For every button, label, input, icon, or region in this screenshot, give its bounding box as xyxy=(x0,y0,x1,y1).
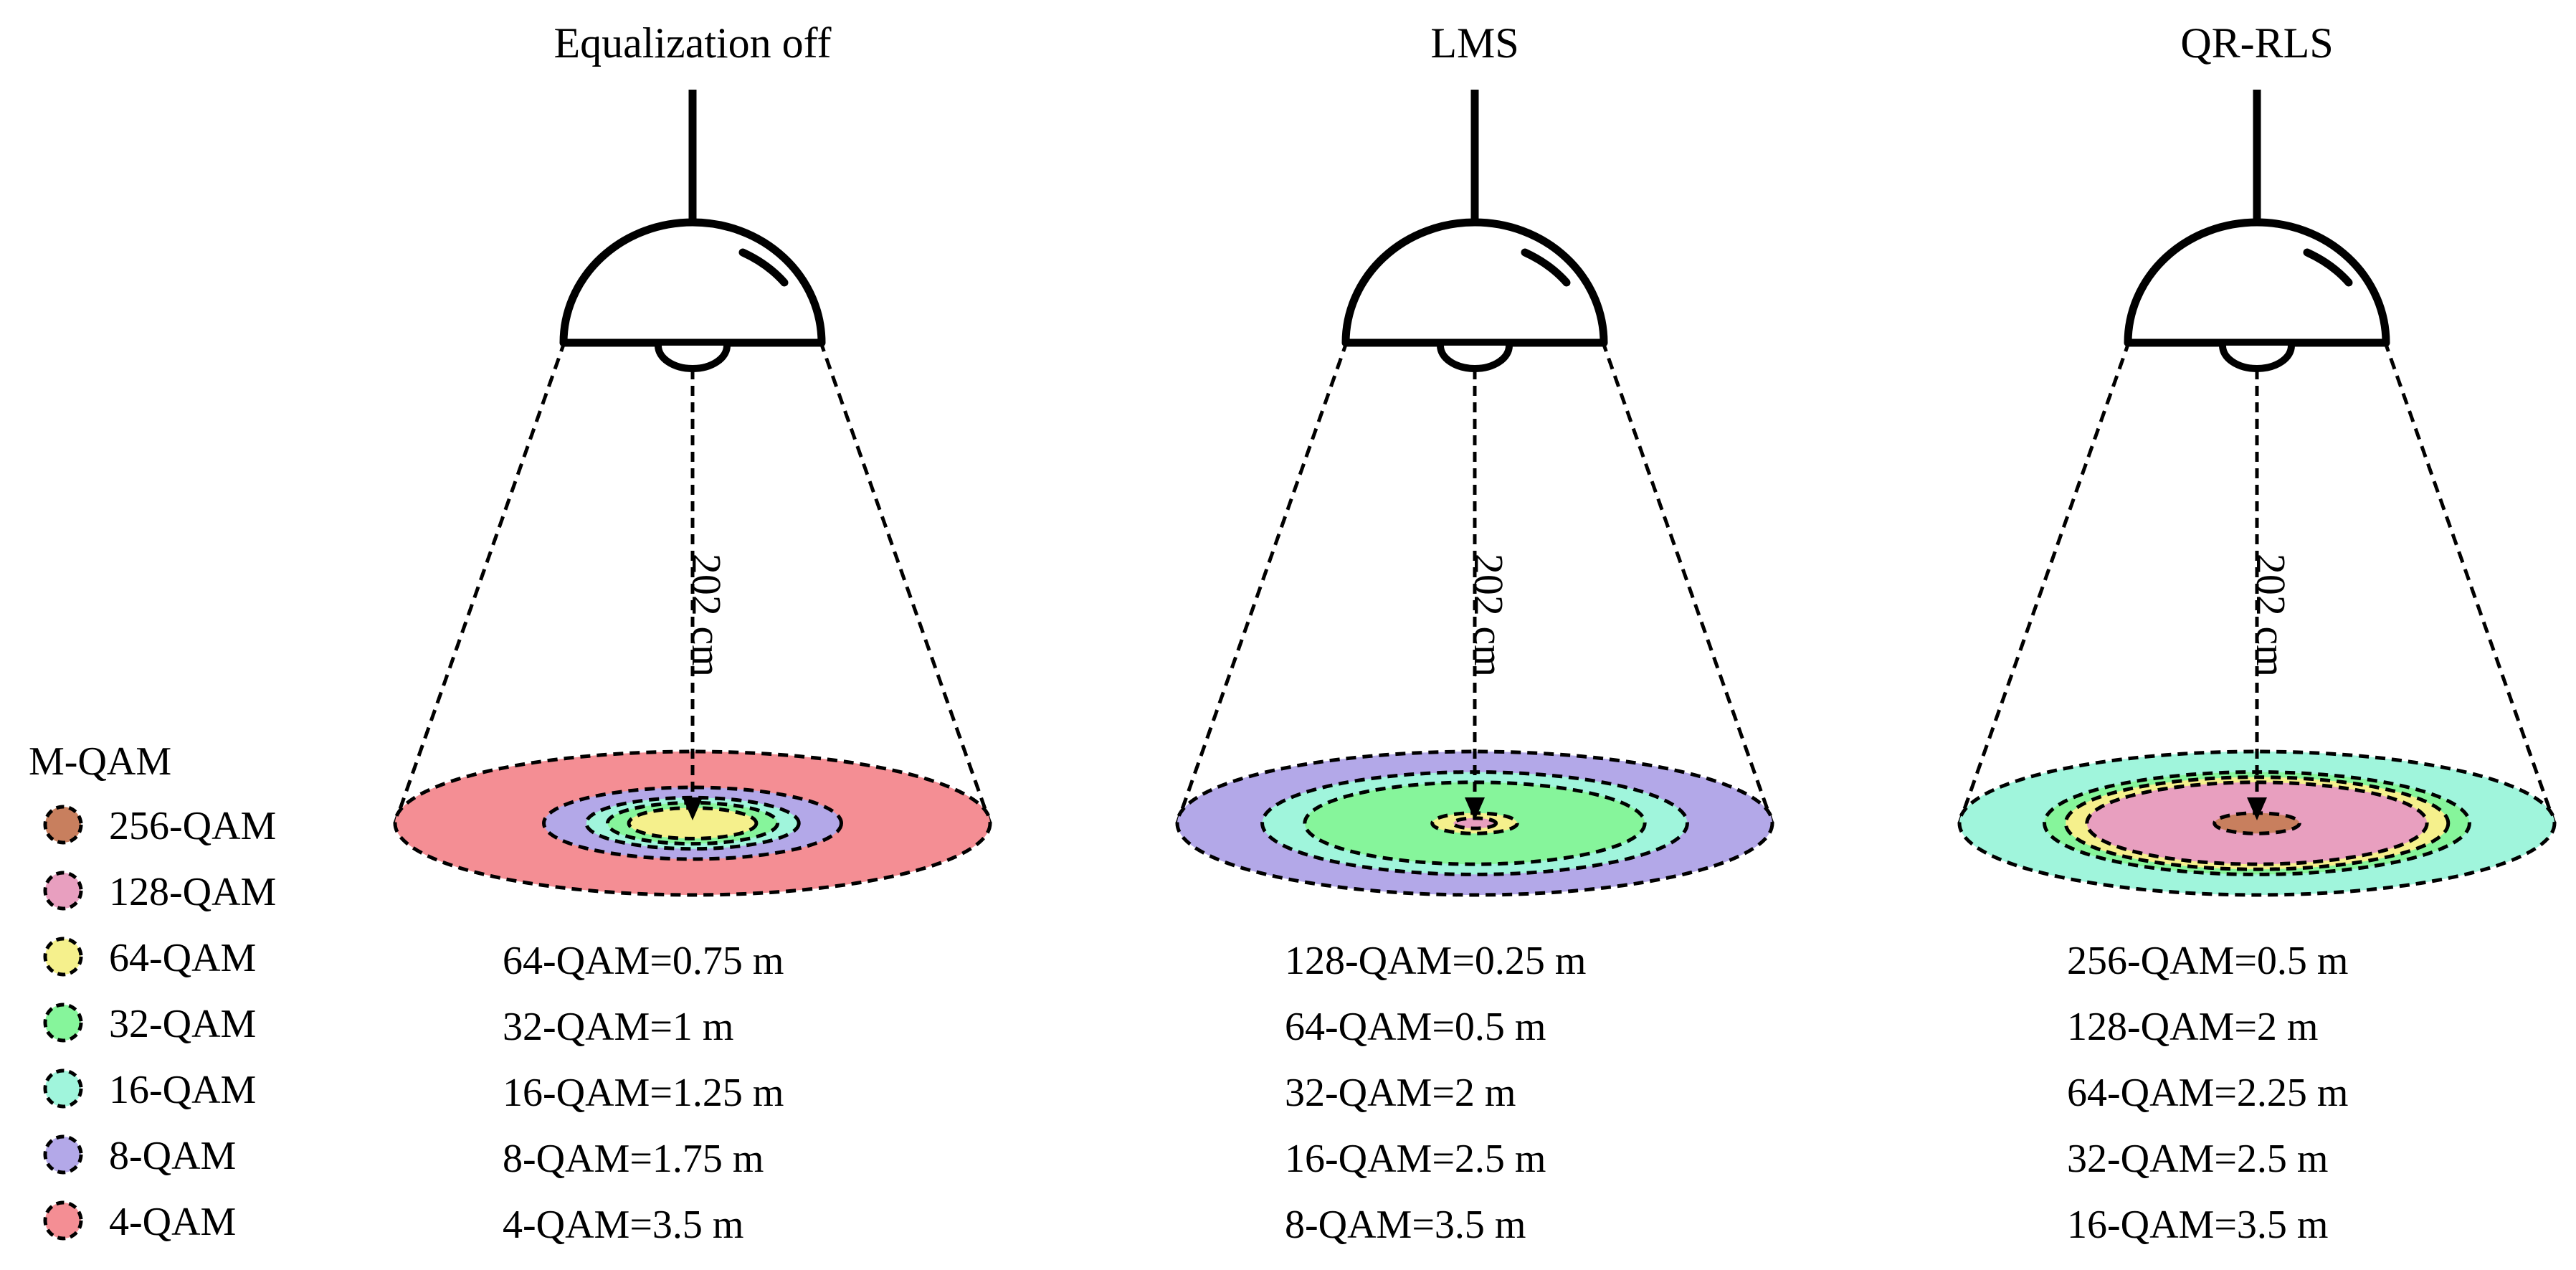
legend-label: 256-QAM xyxy=(109,804,276,848)
legend-swatch-8-qam xyxy=(43,1134,83,1175)
legend-label: 8-QAM xyxy=(109,1134,236,1178)
coverage-result: 16-QAM=3.5 m xyxy=(2067,1203,2328,1247)
light-cone-right-edge xyxy=(2382,340,2557,824)
legend: M-QAM 256-QAM 128-QAM 64-QAM 32-QAM 16-QAM 8-Q… xyxy=(29,739,276,1244)
legend-label: 32-QAM xyxy=(109,1002,256,1046)
light-cone-left-edge xyxy=(1175,340,1349,824)
legend-swatch-32-qam xyxy=(43,1003,83,1043)
coverage-result: 128-QAM=2 m xyxy=(2067,1005,2318,1049)
legend-swatch-4-qam xyxy=(43,1200,83,1241)
panel-title: QR-RLS xyxy=(2180,19,2333,67)
arrow-head-icon xyxy=(1465,797,1485,820)
panel-title: LMS xyxy=(1430,19,1518,67)
legend-swatch-64-qam xyxy=(43,937,83,977)
ceiling-lamp-icon xyxy=(2124,90,2390,372)
coverage-result: 256-QAM=0.5 m xyxy=(2067,939,2348,983)
panels: Equalization off 202 cm 64-QAM=0.75 m 32-QA… xyxy=(393,19,2557,1247)
ceiling-lamp-icon xyxy=(559,90,826,372)
legend-title: M-QAM xyxy=(29,739,171,784)
panel-3: QR-RLS 202 cm 256-QAM=0.5 m 128-QAM=2 m 64-Q… xyxy=(1957,19,2557,1247)
coverage-result: 32-QAM=2.5 m xyxy=(2067,1137,2328,1181)
arrow-head-icon xyxy=(2247,797,2267,820)
coverage-result: 64-QAM=2.25 m xyxy=(2067,1071,2348,1115)
legend-label: 128-QAM xyxy=(109,870,276,914)
panel-1: Equalization off 202 cm 64-QAM=0.75 m 32-QA… xyxy=(393,19,992,1247)
height-label: 202 cm xyxy=(1465,554,1512,677)
coverage-result: 64-QAM=0.5 m xyxy=(1285,1005,1546,1049)
light-cone-left-edge xyxy=(1957,340,2131,824)
coverage-result: 8-QAM=1.75 m xyxy=(503,1137,764,1181)
legend-swatch-256-qam xyxy=(43,805,83,845)
light-cone-left-edge xyxy=(393,340,567,824)
coverage-result: 32-QAM=1 m xyxy=(503,1005,733,1049)
coverage-result: 128-QAM=0.25 m xyxy=(1285,939,1586,983)
light-cone-right-edge xyxy=(818,340,992,824)
light-cone-right-edge xyxy=(1600,340,1774,824)
coverage-result: 64-QAM=0.75 m xyxy=(503,939,784,983)
legend-label: 64-QAM xyxy=(109,936,256,980)
coverage-result: 16-QAM=2.5 m xyxy=(1285,1137,1546,1181)
legend-swatch-128-qam xyxy=(43,871,83,911)
height-label: 202 cm xyxy=(2248,554,2294,677)
panel-2: LMS 202 cm 128-QAM=0.25 m 64-QAM=0.5 m 32-QA… xyxy=(1175,19,1774,1247)
coverage-result: 32-QAM=2 m xyxy=(1285,1071,1516,1115)
coverage-result: 16-QAM=1.25 m xyxy=(503,1071,784,1115)
legend-label: 4-QAM xyxy=(109,1200,236,1244)
ceiling-lamp-icon xyxy=(1341,90,1608,372)
arrow-head-icon xyxy=(683,797,703,820)
panel-title: Equalization off xyxy=(553,19,831,67)
height-label: 202 cm xyxy=(683,554,730,677)
legend-label: 16-QAM xyxy=(109,1068,256,1112)
coverage-result: 4-QAM=3.5 m xyxy=(503,1203,743,1247)
legend-swatch-16-qam xyxy=(43,1068,83,1109)
coverage-result: 8-QAM=3.5 m xyxy=(1285,1203,1526,1247)
